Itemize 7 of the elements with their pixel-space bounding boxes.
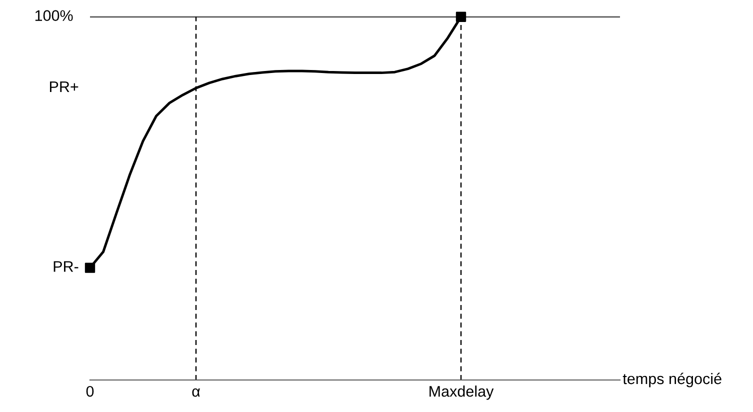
x-tick-label: 0 (86, 386, 94, 397)
x-axis-title: temps négocié (622, 372, 722, 388)
x-tick-label: α (192, 388, 200, 397)
x-tick-label: Maxdelay (430, 386, 494, 400)
text: PR+ (50, 82, 78, 92)
annotation: PR- (54, 261, 78, 272)
ref-line-label: 100% (35, 10, 73, 21)
